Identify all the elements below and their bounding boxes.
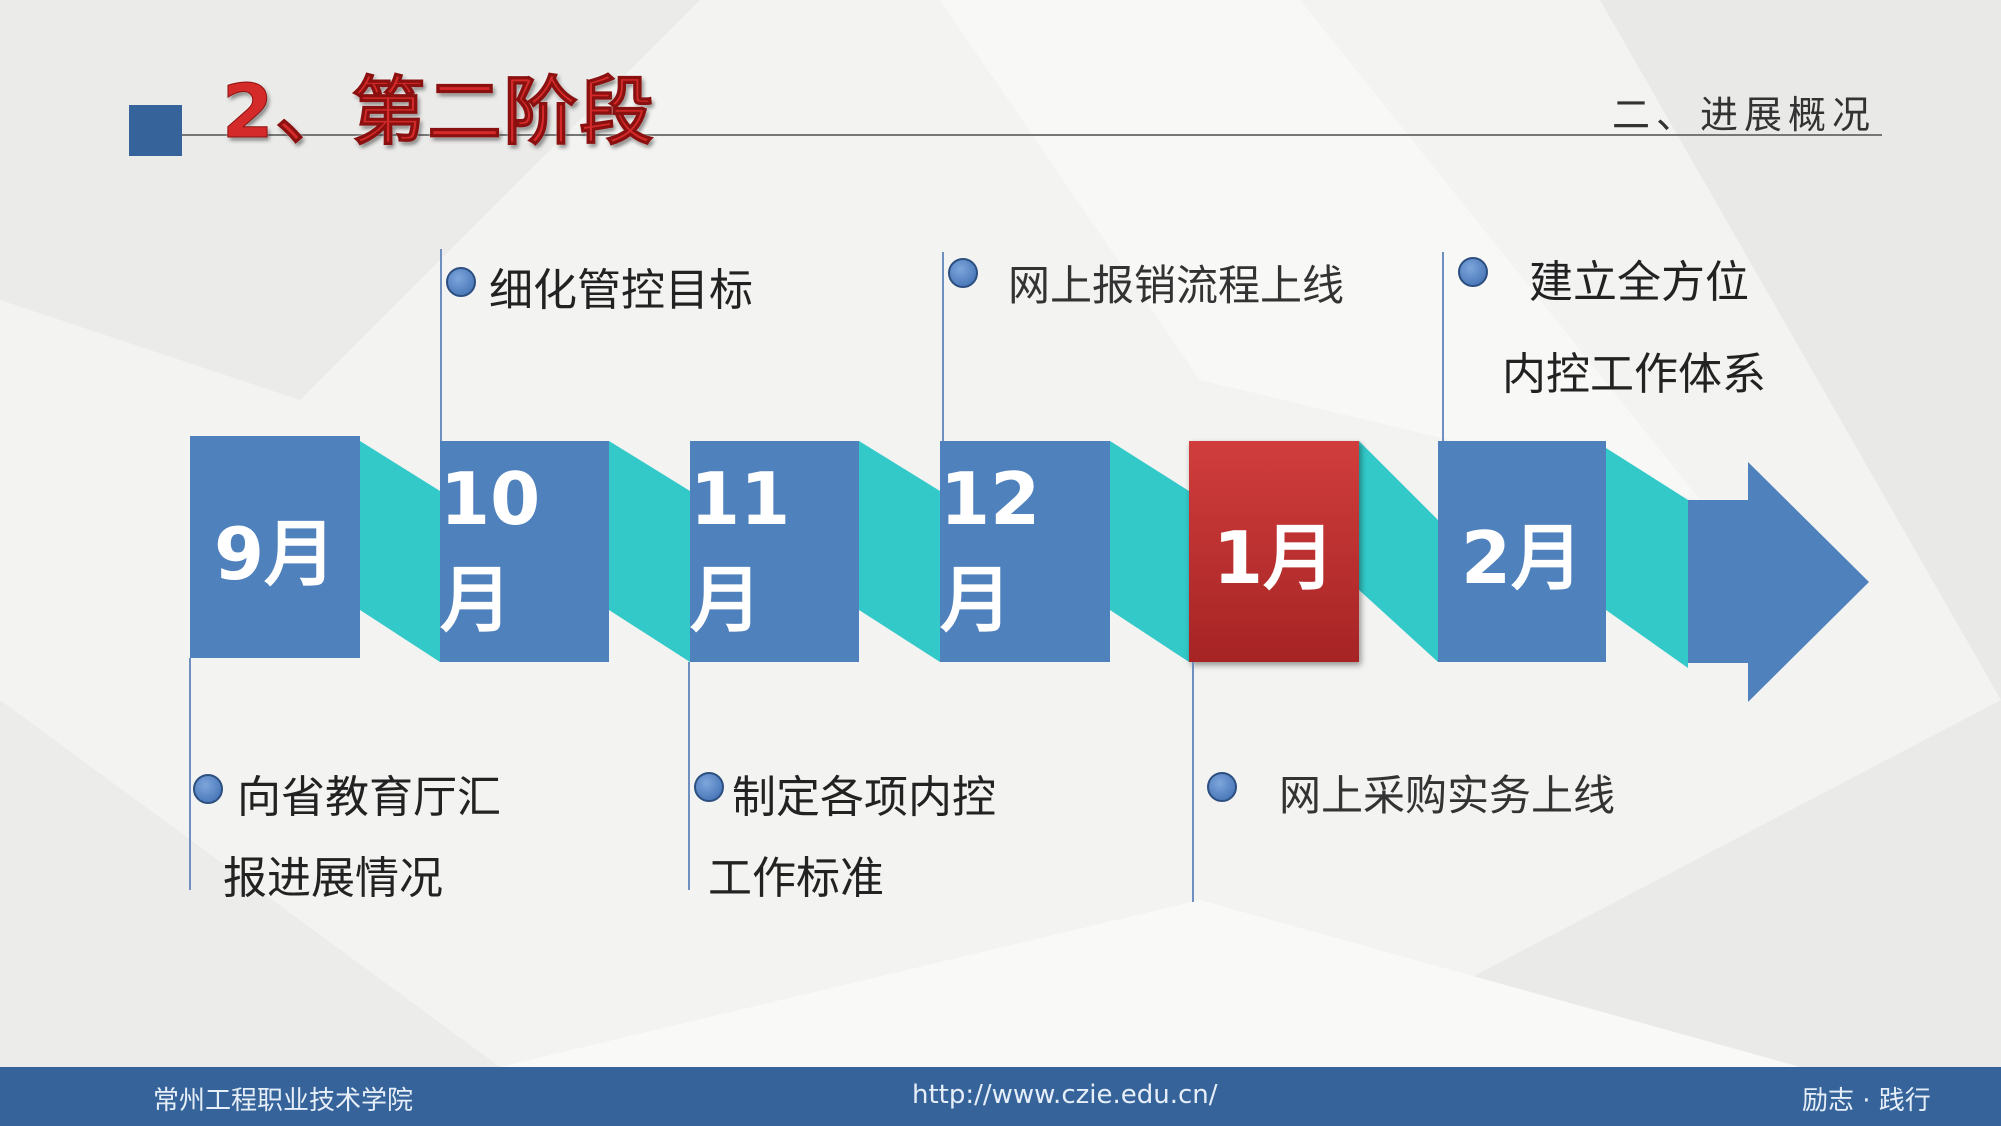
event-label: 建立全方位: [1529, 257, 1749, 308]
title-square-icon: [129, 105, 182, 156]
month-label: 11月: [690, 457, 791, 642]
bullet-icon: [193, 774, 223, 804]
header-divider: [182, 134, 1882, 136]
footer-bar: [0, 1067, 2001, 1126]
footer-url[interactable]: http://www.czie.edu.cn/: [912, 1080, 1218, 1110]
footer-motto: 励志 · 践行: [1802, 1086, 1931, 1116]
event-line: [189, 658, 191, 890]
bullet-icon: [948, 258, 978, 288]
event-label: 工作标准: [708, 853, 884, 904]
month-label: 9月: [213, 511, 337, 596]
event-label: 细化管控目标: [489, 265, 753, 316]
month-label: 2月: [1460, 516, 1584, 600]
month-box-9: 9月: [190, 436, 360, 658]
event-label: 报进展情况: [223, 853, 443, 904]
event-label: 内控工作体系: [1502, 349, 1766, 400]
connector: [609, 441, 690, 662]
timeline-arrow-icon: [1688, 462, 1869, 702]
connector: [859, 441, 940, 662]
page-title: 2、第二阶段: [222, 69, 656, 156]
connector: [1110, 441, 1189, 662]
event-line: [688, 662, 690, 890]
month-box-11: 11月: [690, 441, 859, 662]
month-box-1-highlight: 1月: [1189, 441, 1359, 662]
month-label: 12月: [940, 457, 1041, 642]
month-box-12: 12月: [940, 441, 1110, 662]
event-line: [942, 252, 944, 441]
bullet-icon: [694, 772, 724, 802]
event-line: [1192, 662, 1194, 902]
connector: [360, 441, 440, 662]
footer-school: 常州工程职业技术学院: [153, 1086, 414, 1116]
event-label: 网上报销流程上线: [1008, 261, 1345, 310]
month-label: 10月: [440, 457, 541, 642]
month-box-2: 2月: [1438, 441, 1606, 662]
bullet-icon: [1458, 257, 1488, 287]
connector: [1606, 448, 1688, 668]
event-label: 网上采购实务上线: [1279, 771, 1616, 820]
connector: [1359, 441, 1438, 662]
section-title: 二、进展概况: [1612, 93, 1877, 137]
month-label: 1月: [1212, 516, 1336, 600]
bullet-icon: [1207, 772, 1237, 802]
event-label: 制定各项内控: [732, 772, 996, 823]
bullet-icon: [446, 267, 476, 297]
event-line: [1442, 252, 1444, 441]
event-label: 向省教育厅汇: [237, 772, 501, 823]
event-line: [440, 249, 442, 441]
month-box-10: 10月: [440, 441, 609, 662]
